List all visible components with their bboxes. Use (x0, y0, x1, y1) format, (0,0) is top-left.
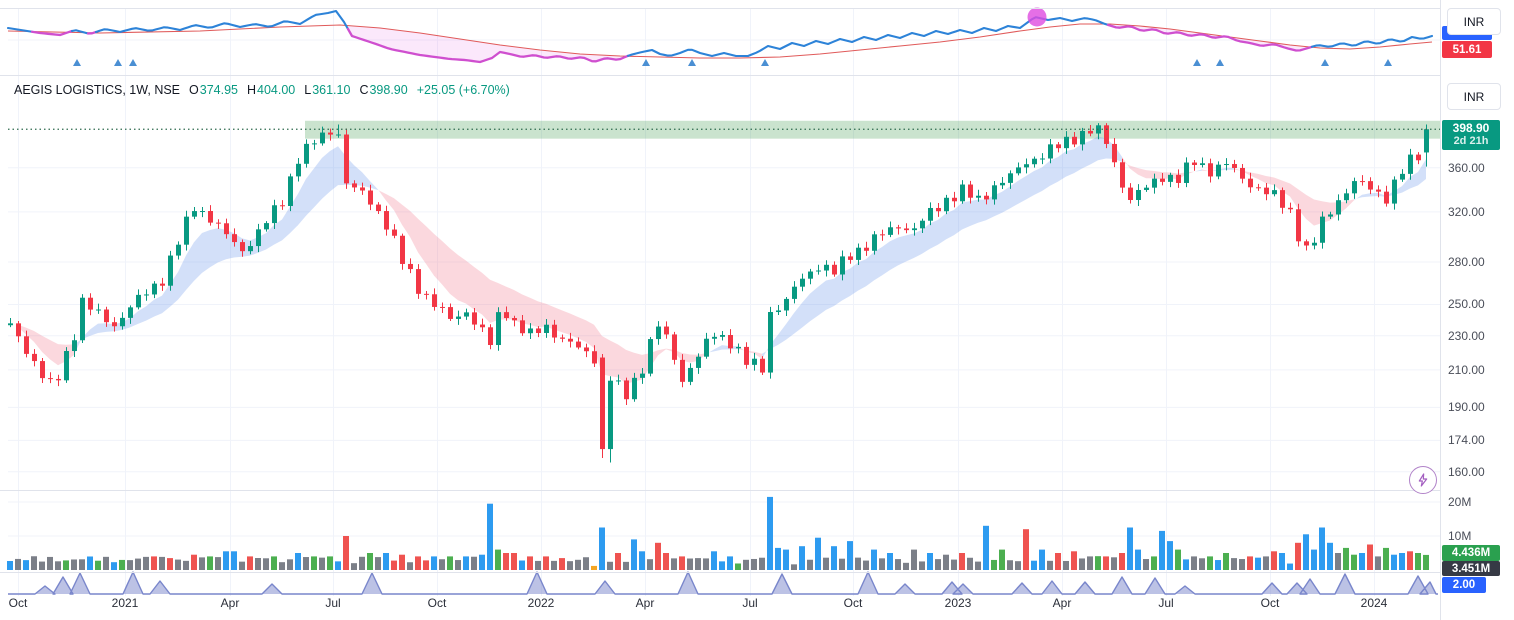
last-price-badge: 398.90 2d 21h (1442, 120, 1500, 150)
ohlc-close: C 398.90 (359, 83, 408, 97)
last-price-value: 398.90 (1452, 121, 1490, 135)
price-axis-label: 320.00 (1448, 204, 1485, 219)
chart-canvas[interactable] (0, 0, 1440, 620)
currency-button-top-pane[interactable]: INR (1447, 8, 1501, 35)
oscillator-value-badge: 51.61 (1442, 41, 1492, 58)
price-axis-label: 230.00 (1448, 328, 1485, 343)
time-axis-label: 2023 (944, 596, 972, 610)
bar-countdown: 2d 21h (1453, 135, 1489, 147)
indicator-value-badge: 2.00 (1442, 577, 1486, 593)
time-axis-label: 2021 (111, 596, 139, 610)
symbol-info-line: AEGIS LOGISTICS, 1W, NSE O 374.95 H 404.00… (14, 83, 510, 97)
volume-axis-label: 10M (1448, 529, 1472, 543)
time-axis-label: Oct (1260, 596, 1280, 610)
lightning-icon (1418, 473, 1428, 487)
price-change: +25.05 (+6.70%) (416, 83, 510, 97)
ohlc-low: L 361.10 (304, 83, 351, 97)
time-axis-label: Apr (220, 596, 240, 610)
volume-axis-label: 20M (1448, 495, 1472, 509)
price-axis-label: 250.00 (1448, 297, 1485, 312)
price-axis-label: 174.00 (1448, 433, 1485, 448)
quick-trade-button[interactable] (1409, 466, 1437, 494)
time-axis-label: Apr (1052, 596, 1072, 610)
time-axis-label: Jul (325, 596, 341, 610)
price-axis-label: 210.00 (1448, 362, 1485, 377)
price-axis-label: 360.00 (1448, 160, 1485, 175)
volume-value-badge: 4.436M (1442, 545, 1500, 561)
time-axis-label: Jul (1158, 596, 1174, 610)
price-axis[interactable]: INR 51.61 INR 398.90 2d 21h 4.436M 3.451… (1440, 0, 1514, 620)
price-axis-label: 190.00 (1448, 400, 1485, 415)
symbol-title[interactable]: AEGIS LOGISTICS, 1W, NSE (14, 83, 181, 97)
price-axis-label: 160.00 (1448, 464, 1485, 479)
time-axis-label: Oct (8, 596, 28, 610)
time-axis[interactable]: Oct 2021 Apr Jul Oct 2022 Apr Jul Oct 2023 Apr Jul O… (0, 596, 1440, 620)
time-axis-label: Oct (843, 596, 863, 610)
price-axis-label: 280.00 (1448, 254, 1485, 269)
ohlc-high: H 404.00 (246, 83, 296, 97)
ohlc-open: O 374.95 (189, 83, 238, 97)
time-axis-label: Oct (427, 596, 447, 610)
time-axis-label: 2022 (527, 596, 555, 610)
currency-button-main-pane[interactable]: INR (1447, 83, 1501, 110)
time-axis-label: 2024 (1360, 596, 1388, 610)
volume-ma-badge: 3.451M (1442, 561, 1500, 576)
time-axis-label: Apr (635, 596, 655, 610)
time-axis-label: Jul (742, 596, 758, 610)
